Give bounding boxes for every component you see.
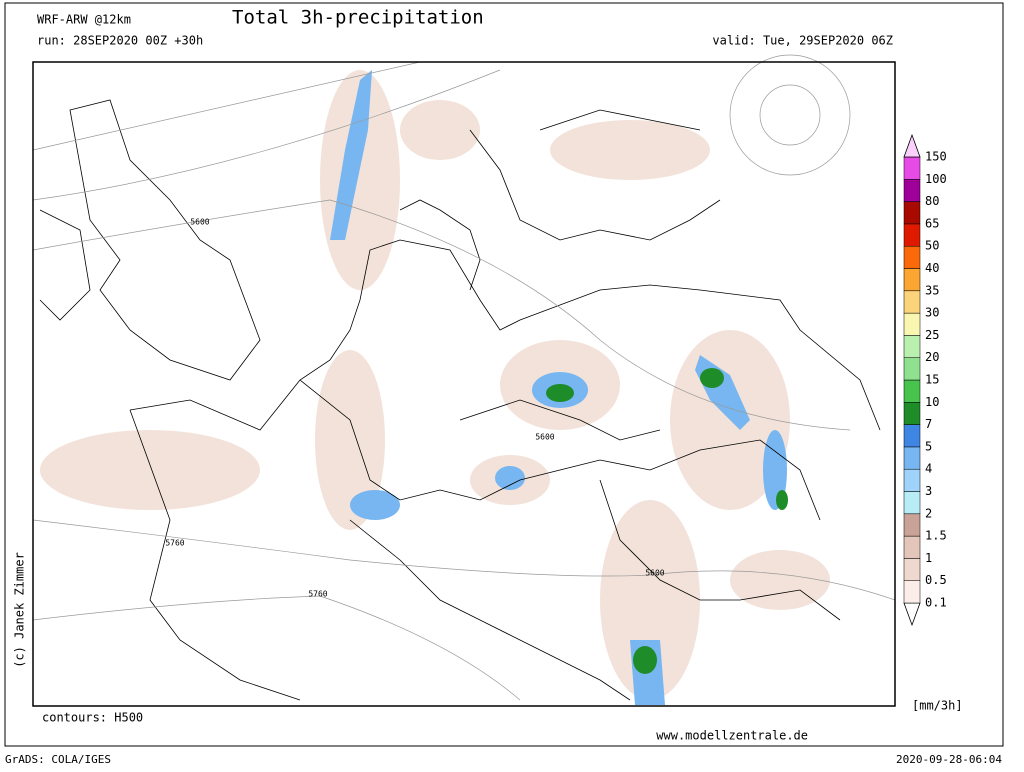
colorbar-segment (903, 156, 921, 180)
timestamp: 2020-09-28-06:04 (896, 753, 1002, 766)
run-info: run: 28SEP2020 00Z +30h (37, 34, 203, 48)
colorbar-label: 1 (925, 551, 932, 565)
map-border (32, 61, 896, 707)
model-name: WRF-ARW @12km (37, 13, 131, 27)
colorbar-label: 25 (925, 328, 939, 342)
colorbar-segment (903, 446, 921, 470)
website: www.modellzentrale.de (656, 729, 808, 743)
colorbar-segment (903, 357, 921, 381)
colorbar-label: 80 (925, 194, 939, 208)
colorbar-label: 1.5 (925, 529, 947, 543)
colorbar-segment (903, 245, 921, 269)
colorbar-bottom (903, 602, 921, 627)
contour-label: 5600 (535, 433, 554, 442)
map: 5600 5600 5600 5760 5760 (32, 54, 896, 707)
colorbar-label: 35 (925, 283, 939, 297)
colorbar-segment (903, 513, 921, 537)
contours (32, 54, 896, 701)
colorbar-label: 65 (925, 216, 939, 230)
colorbar-segment (903, 424, 921, 448)
colorbar-segment (903, 468, 921, 492)
colorbar-segment (903, 179, 921, 202)
colorbar-segment (903, 558, 921, 581)
colorbar-segment (903, 201, 921, 225)
colorbar-label: 150 (925, 150, 947, 164)
colorbar-label: 7 (925, 417, 932, 431)
contour-label: 5600 (645, 569, 664, 578)
colorbar-label: 2 (925, 506, 932, 520)
borders (39, 99, 881, 701)
colorbar-segment (903, 312, 921, 336)
contour-label: 5600 (190, 218, 209, 227)
contour-label: 5760 (165, 539, 184, 548)
contour-label: 5760 (308, 590, 327, 599)
precip-green (546, 368, 788, 674)
colorbar-label: 30 (925, 306, 939, 320)
software: GrADS: COLA/IGES (5, 753, 111, 766)
colorbar-segment (903, 580, 921, 604)
colorbar-segment (903, 335, 921, 358)
colorbar-label: 15 (925, 373, 939, 387)
colorbar-label: 0.5 (925, 573, 947, 587)
colorbar-top (903, 133, 921, 158)
colorbar-label: 0.1 (925, 596, 947, 610)
colorbar-segment (903, 535, 921, 559)
colorbar-segment (903, 268, 921, 292)
colorbar-segment (903, 379, 921, 403)
colorbar-segment (903, 402, 921, 425)
colorbar-label: 40 (925, 261, 939, 275)
title: Total 3h-precipitation (232, 7, 484, 29)
colorbar-label: 5 (925, 439, 932, 453)
colorbar-label: 3 (925, 484, 932, 498)
legend-unit: [mm/3h] (912, 699, 963, 713)
colorbar-label: 20 (925, 350, 939, 364)
colorbar-label: 10 (925, 395, 939, 409)
colorbar-label: 4 (925, 462, 932, 476)
legend: 0.1 0.5 1 1.5 2 3 4 5 7 10 15 20 25 30 35 40 50 65 80 100 15… (903, 133, 947, 627)
colorbar-segment (903, 290, 921, 314)
contours-note: contours: H500 (42, 711, 143, 725)
colorbar-segment (903, 223, 921, 247)
colorbar-label: 100 (925, 172, 947, 186)
copyright: (c) Janek Zimmer (13, 552, 27, 668)
colorbar-label: 50 (925, 239, 939, 253)
colorbar-segment (903, 491, 921, 515)
frame (4, 2, 1004, 747)
valid-info: valid: Tue, 29SEP2020 06Z (712, 34, 893, 48)
